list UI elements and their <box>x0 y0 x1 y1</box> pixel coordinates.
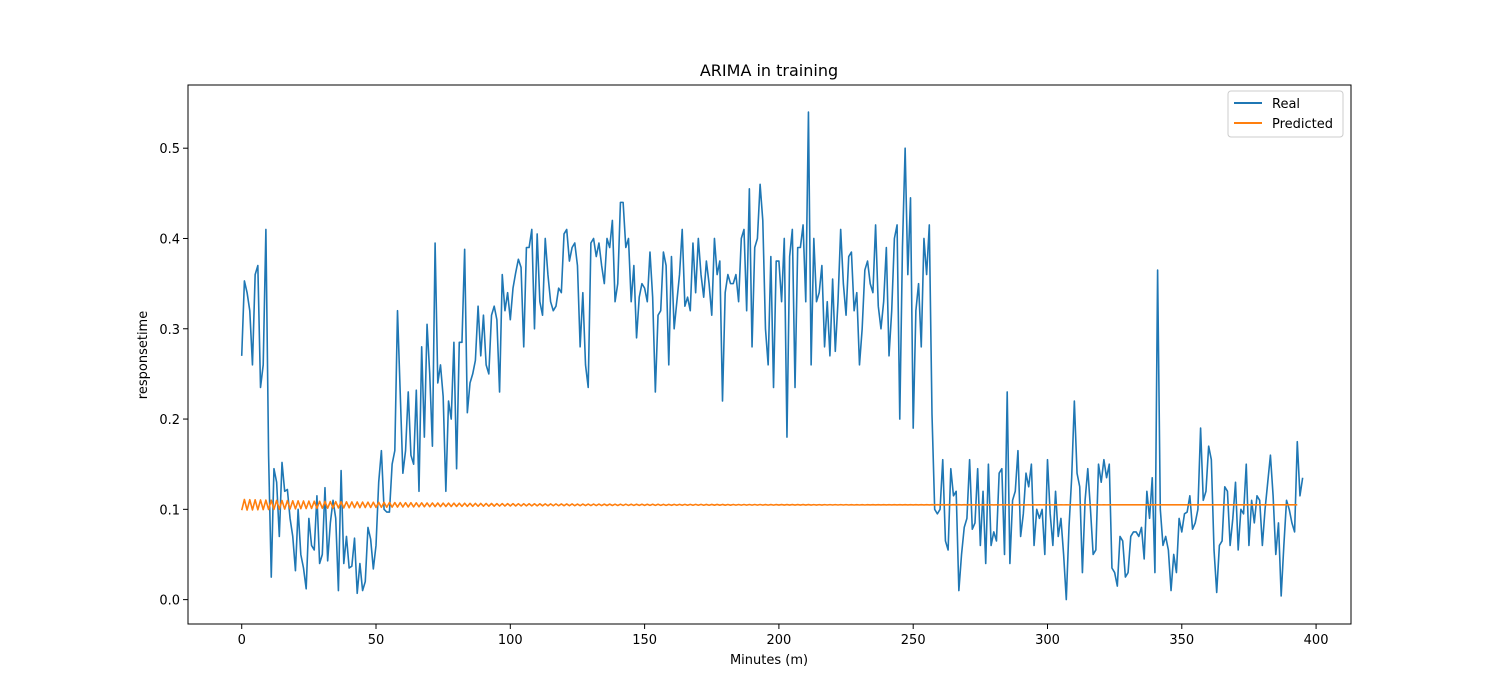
legend: Real Predicted <box>1227 90 1344 138</box>
x-tick-label: 300 <box>1035 633 1060 648</box>
x-tick-label: 0 <box>238 633 246 648</box>
y-axis: 0.0 0.1 0.2 0.3 0.4 0.5 <box>159 142 188 609</box>
x-tick-label: 150 <box>632 633 657 648</box>
y-tick-label: 0.1 <box>159 503 180 518</box>
x-axis: 0 50 100 150 200 250 300 350 400 <box>238 624 1329 648</box>
axes-frame <box>187 84 1352 625</box>
x-tick-label: 50 <box>368 633 385 648</box>
chart-title: ARIMA in training <box>700 61 838 80</box>
x-tick-label: 250 <box>901 633 926 648</box>
x-axis-label: Minutes (m) <box>730 653 808 668</box>
y-tick-label: 0.0 <box>159 594 180 609</box>
y-tick-label: 0.2 <box>159 413 180 428</box>
y-tick-label: 0.5 <box>159 142 180 157</box>
x-tick-label: 400 <box>1304 633 1329 648</box>
y-axis-label: responsetime <box>136 311 151 399</box>
x-tick-label: 200 <box>766 633 791 648</box>
x-tick-label: 350 <box>1169 633 1194 648</box>
x-tick-label: 100 <box>498 633 523 648</box>
plot-area <box>240 111 1304 601</box>
legend-label-predicted: Predicted <box>1272 117 1333 132</box>
series-line-predicted <box>240 498 1298 511</box>
series-line-real <box>240 111 1304 601</box>
y-tick-label: 0.4 <box>159 232 180 247</box>
legend-label-real: Real <box>1272 97 1300 112</box>
y-tick-label: 0.3 <box>159 323 180 338</box>
